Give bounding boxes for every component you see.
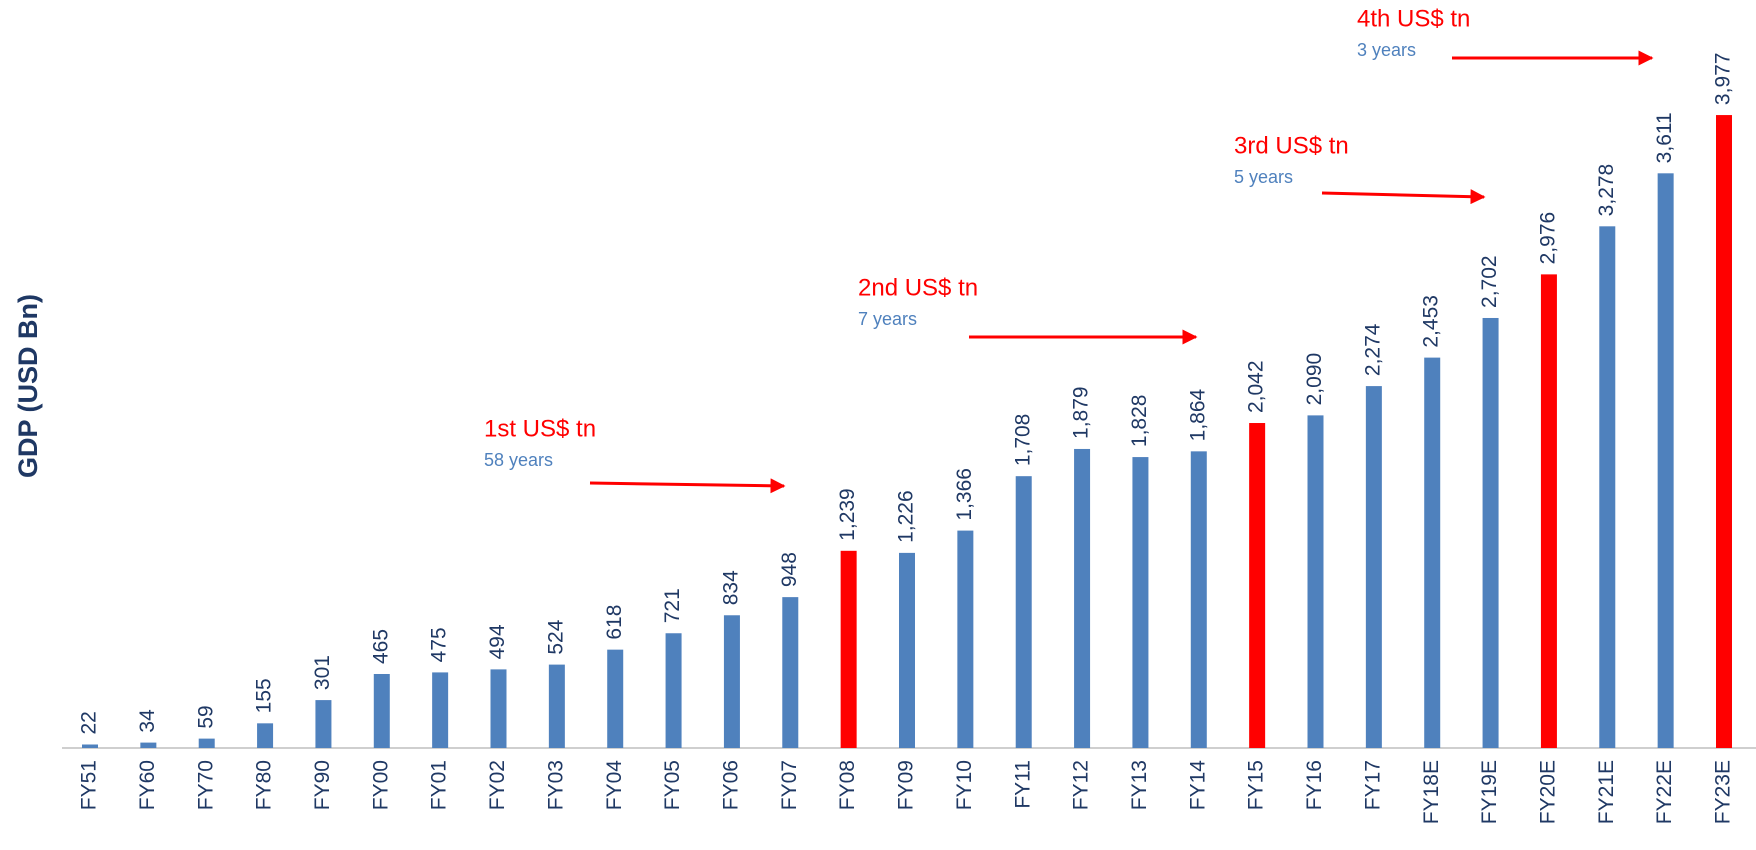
x-tick-label: FY80 [253,760,276,810]
x-tick-label: FY04 [603,760,626,811]
bar [1015,476,1032,748]
value-label: 1,864 [1186,388,1209,441]
x-tick-label: FY23E [1712,760,1735,824]
value-label: 1,239 [836,488,859,541]
x-tick-label: FY07 [778,760,801,810]
x-tick-label: FY06 [719,760,742,810]
x-tick-label: FY15 [1245,760,1268,810]
annotation-arrow [589,478,786,494]
value-label: 2,042 [1245,360,1268,413]
x-tick-label: FY70 [194,760,217,810]
value-label: 3,611 [1653,112,1676,163]
x-tick-label: FY13 [1128,760,1151,810]
bar [1074,448,1091,748]
bar [1365,386,1382,748]
bar [1657,173,1674,749]
value-label: 1,226 [895,490,918,543]
annotation-arrow [1321,189,1486,205]
bar [1132,457,1149,748]
value-label: 2,976 [1536,212,1559,265]
y-axis-label: GDP (USD Bn) [13,294,43,478]
bar [665,633,682,748]
bar [1190,451,1207,748]
x-tick-label: FY00 [369,760,392,810]
bar [1307,415,1324,748]
bar [82,744,98,748]
bar [607,649,624,748]
value-label: 2,090 [1303,353,1326,406]
value-label: 618 [603,605,626,640]
bar [257,723,274,748]
x-tick-label: FY18E [1420,760,1443,824]
bar [1716,115,1732,748]
x-tick-label: FY05 [661,760,684,810]
x-tick-label: FY09 [895,760,918,810]
x-tick-label: FY17 [1361,760,1384,810]
bar [840,550,857,748]
annotation-title: 1st US$ tn [484,415,596,442]
value-label: 475 [428,627,451,662]
value-label: 524 [544,619,567,654]
bar [140,742,157,748]
bar [723,615,740,748]
bar [315,700,332,748]
value-label: 1,879 [1070,386,1093,439]
value-label: 155 [253,678,276,713]
x-tick-label: FY08 [836,760,859,810]
annotation-title: 2nd US$ tn [858,274,978,301]
value-label: 301 [311,655,334,690]
value-label: 2,453 [1420,295,1443,348]
x-tick-label: FY90 [311,760,334,810]
annotation-subtitle: 5 years [1234,167,1293,187]
x-tick-label: FY20E [1536,760,1559,824]
value-label: 22 [78,711,101,734]
x-tick-label: FY11 [1011,760,1034,809]
value-label: 834 [719,570,742,605]
value-label: 494 [486,624,509,659]
x-tick-label: FY01 [428,760,451,810]
value-label: 948 [778,552,801,587]
x-tick-label: FY22E [1653,760,1676,824]
bar [432,672,449,748]
x-tick-label: FY12 [1070,760,1093,810]
bar [490,669,507,748]
x-tick-label: FY14 [1186,760,1209,811]
value-label: 59 [194,705,217,728]
annotation-subtitle: 58 years [484,450,553,470]
x-tick-label: FY02 [486,760,509,810]
annotation-subtitle: 3 years [1357,40,1416,60]
bar [1424,357,1441,748]
bar [1540,274,1557,748]
value-label: 3,278 [1595,164,1618,217]
bar [957,530,974,748]
annotation-subtitle: 7 years [858,309,917,329]
value-label: 3,977 [1712,53,1735,106]
value-label: 2,274 [1361,323,1384,376]
x-tick-label: FY10 [953,760,976,810]
value-label: 1,366 [953,468,976,521]
value-label: 2,702 [1478,255,1501,308]
x-tick-label: FY60 [136,760,159,810]
bar [1599,226,1616,748]
annotation-title: 4th US$ tn [1357,5,1470,32]
bar [1482,317,1499,748]
bar [373,673,390,748]
x-tick-label: FY21E [1595,760,1618,824]
annotation-title: 3rd US$ tn [1234,132,1349,159]
bar [548,664,565,748]
value-label: 1,708 [1011,414,1034,467]
bar [899,552,915,748]
x-tick-label: FY51 [78,760,101,810]
bar [782,597,799,748]
value-label: 465 [369,629,392,664]
bar [198,738,215,748]
x-tick-label: FY19E [1478,760,1501,824]
value-label: 721 [661,588,684,623]
x-tick-label: FY03 [544,760,567,810]
x-tick-label: FY16 [1303,760,1326,810]
value-label: 1,828 [1128,395,1151,448]
bar [1249,423,1266,748]
value-label: 34 [136,709,159,733]
